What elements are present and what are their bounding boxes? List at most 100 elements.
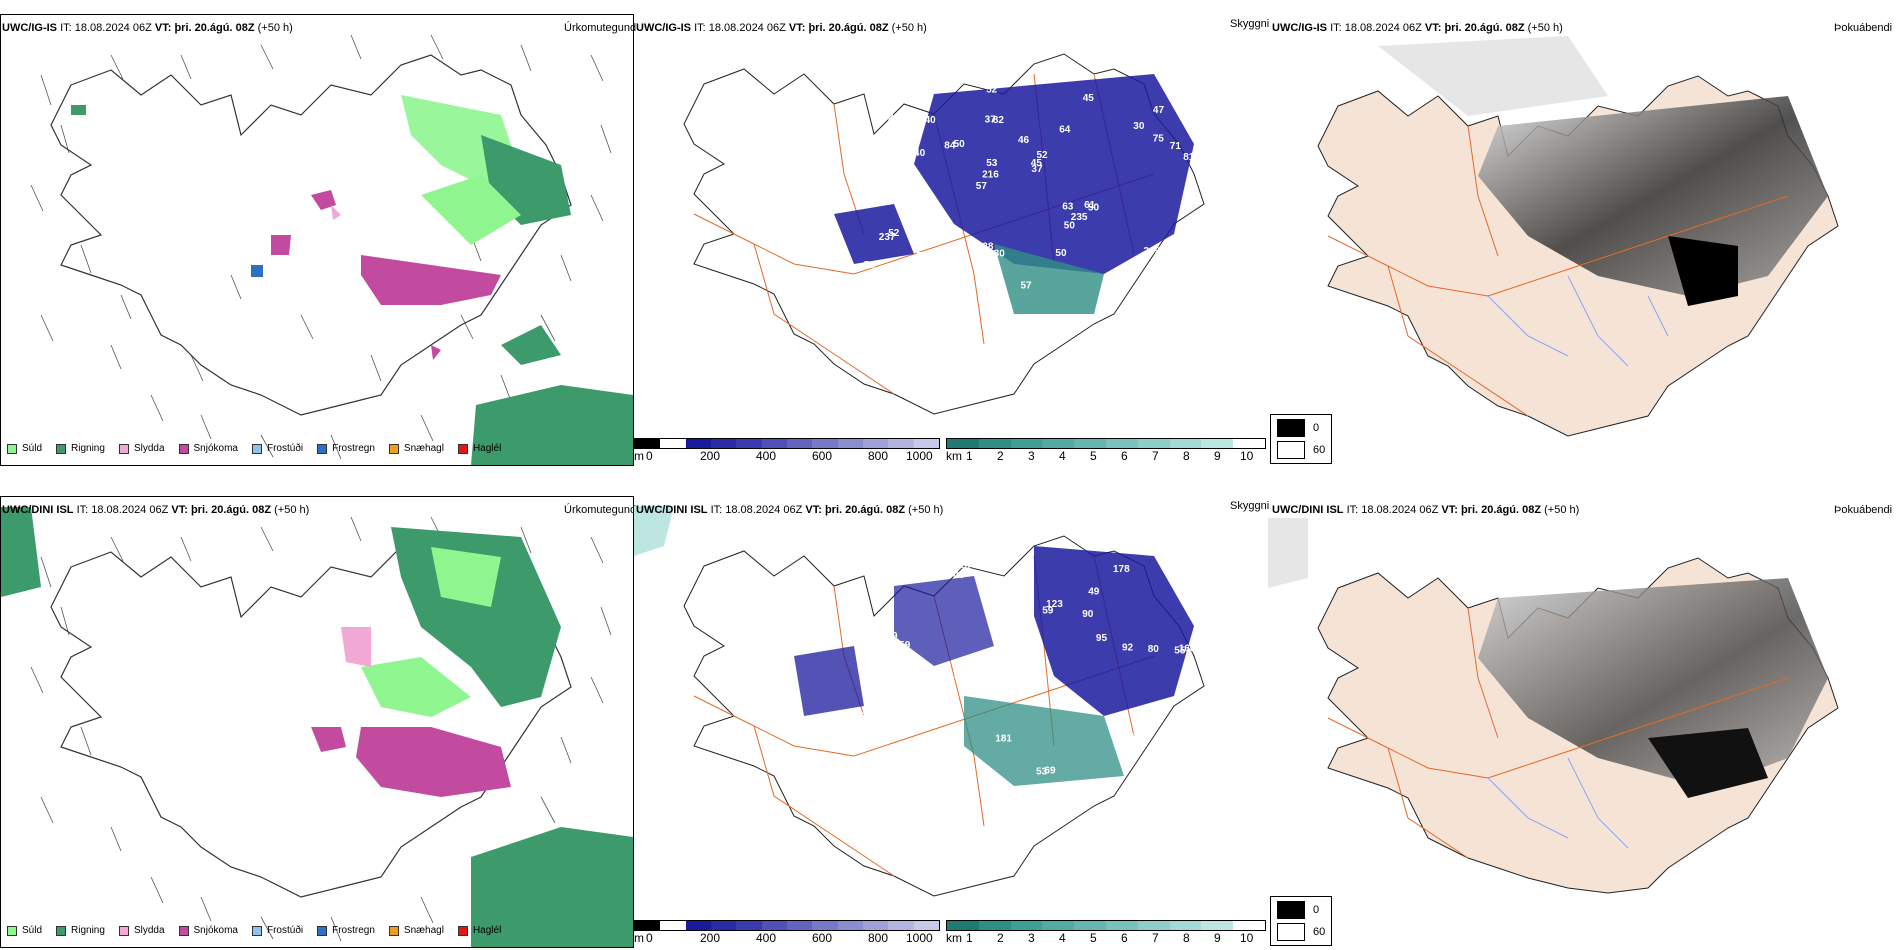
- snow-depth-value: 57: [976, 181, 988, 192]
- fog-roads: [1327, 607, 1789, 859]
- valid-time: þri. 20.ágú. 08Z: [174, 22, 255, 34]
- vt-label: VT:: [788, 22, 806, 34]
- snow-depth-value: 57: [1021, 281, 1033, 292]
- snow-depth-value: 69: [1044, 766, 1056, 777]
- model-name: UWC/DINI ISL: [636, 504, 708, 516]
- snow-depth-value: 40: [925, 115, 937, 126]
- model-name: UWC/IG-IS: [2, 22, 57, 34]
- snow-depth-value: 216: [982, 170, 999, 181]
- fog-map-2: [1268, 518, 1900, 896]
- snow-depth-value: 53: [986, 158, 998, 169]
- lead-time: (+50 h): [1544, 504, 1580, 516]
- legend-label: Rigning: [71, 925, 105, 936]
- init-time: 18.08.2024 06Z: [1361, 504, 1439, 516]
- fog-roads: [1327, 125, 1789, 417]
- legend-item-frostregn: Frostregn: [317, 925, 375, 936]
- snow-depth-value: 53: [1036, 766, 1048, 777]
- legend-item-haglel: Haglél: [457, 443, 502, 454]
- legend-label: Rigning: [71, 443, 105, 454]
- snow-depth-value: 249: [1143, 246, 1160, 257]
- fog-legend-label: 60: [1313, 444, 1326, 456]
- snow-depth-value: 49: [1088, 586, 1100, 597]
- swatch-rigning: [56, 443, 67, 454]
- snow-depth-value: 171: [1125, 735, 1142, 746]
- snow-depth-value: 181: [995, 734, 1012, 745]
- legend-item-sudd: Súld: [7, 443, 42, 454]
- legend-label: Haglél: [472, 443, 502, 454]
- legend-label: Slydda: [133, 925, 165, 936]
- snow-depth-value: 173: [996, 646, 1013, 657]
- cloud-tick: 10: [1240, 931, 1254, 945]
- visibility-map-1: 107 45 47 57 64 58 37 46 52 50 53 52 82 52 50 72 52 81 63 7…: [634, 14, 1268, 454]
- snow-colorbar-unit: m: [634, 449, 644, 463]
- vt-label: VT:: [154, 22, 172, 34]
- legend-label: Snæhagl: [403, 925, 444, 936]
- legend-label: Slydda: [133, 443, 165, 454]
- valid-time: þri. 20.ágú. 08Z: [1444, 22, 1525, 34]
- cloud-colorbar-1: km 1 2 3 4 5 6 7 8 9 10: [946, 438, 1266, 468]
- snow-depth-value: 37: [1031, 164, 1043, 175]
- panel-title-3: UWC/IG-IS IT: 18.08.2024 06Z VT: þri. 20…: [1272, 22, 1563, 34]
- swatch-haglel: [457, 443, 468, 454]
- snow-depth-value: 81: [1183, 152, 1195, 163]
- panel-label-fog: Þokuábendi: [1834, 504, 1893, 516]
- vt-label: VT:: [805, 504, 822, 516]
- snow-depth-value: 42: [954, 671, 966, 682]
- snow-depth-value: 59: [1042, 606, 1054, 617]
- snow-depth-value: 237: [879, 232, 896, 243]
- snow-depth-value: 166: [1179, 644, 1196, 655]
- snow-tick: 0: [646, 449, 653, 463]
- model-name: UWC/IG-IS: [1272, 22, 1327, 34]
- precip-type-map-svg-2: [1, 507, 633, 947]
- snow-depth-value: 84: [944, 141, 956, 152]
- panel-label-visibility: Skyggni: [1230, 500, 1270, 512]
- legend-item-sudd: Súld: [7, 925, 42, 936]
- legend-label: Snæhagl: [403, 443, 444, 454]
- legend-item-slydda: Slydda: [118, 443, 165, 454]
- snow-depth-value: 96: [883, 757, 895, 768]
- valid-time: þri. 20.ágú. 08Z: [824, 504, 906, 516]
- snow-depth-value: 123: [1046, 599, 1063, 610]
- cloud-tick: 2: [997, 931, 1004, 945]
- init-time: 18.08.2024 06Z: [1344, 22, 1422, 34]
- snow-depth-value: 45: [877, 159, 889, 170]
- swatch-frostudi: [251, 443, 262, 454]
- legend-label: Frostregn: [332, 443, 375, 454]
- snow-depth-areas: [794, 546, 1194, 786]
- snow-depth-value: 64: [1121, 269, 1133, 280]
- snow-depth-value: 52: [986, 84, 998, 95]
- cloud-tick: 7: [1152, 931, 1159, 945]
- vt-label: VT:: [171, 504, 188, 516]
- snow-depth-value: 64: [1059, 125, 1071, 136]
- panel-label-fog: Þokuábendi: [1834, 22, 1893, 34]
- legend-label: Frostúði: [266, 925, 304, 936]
- snow-depth-value: 57: [927, 227, 939, 238]
- cloud-tick: 9: [1214, 449, 1221, 463]
- snow-depth-value: 61: [1084, 200, 1096, 211]
- snow-depth-value: 52: [916, 251, 928, 262]
- init-time: 18.08.2024 06Z: [725, 504, 803, 516]
- snow-depth-value: 172: [1130, 733, 1147, 744]
- it-label: IT:: [694, 22, 706, 34]
- iceland-outline-1b: [50, 536, 572, 898]
- snow-depth-value: 38: [982, 242, 994, 253]
- legend-item-rigning: Rigning: [56, 925, 105, 936]
- snow-depth-value: 12: [913, 240, 925, 251]
- snow-depth-value: 50: [954, 139, 966, 150]
- snow-depth-value: 75: [1153, 134, 1165, 145]
- it-label: IT:: [1346, 504, 1359, 516]
- it-label: IT:: [1330, 22, 1342, 34]
- snow-depth-value: 46: [1018, 135, 1030, 146]
- row2: Súld Rigning Slydda Snjókoma Frostúði Fr…: [0, 482, 1900, 950]
- cloud-tick: 1: [966, 449, 973, 463]
- snow-depth-value: 640: [909, 148, 926, 159]
- snow-colorbar-2: m 0 200 400 600 800 1000: [634, 920, 940, 950]
- swatch-slydda: [118, 925, 129, 936]
- snow-depth-value: 52: [888, 228, 900, 239]
- precip-legend-2: Súld Rigning Slydda Snjókoma Frostúði Fr…: [7, 925, 515, 936]
- snow-depth-value: 45: [1031, 158, 1043, 169]
- fog-swatch-black: [1277, 901, 1305, 919]
- precip-areas-1: [71, 95, 633, 465]
- swatch-sudd: [7, 925, 17, 936]
